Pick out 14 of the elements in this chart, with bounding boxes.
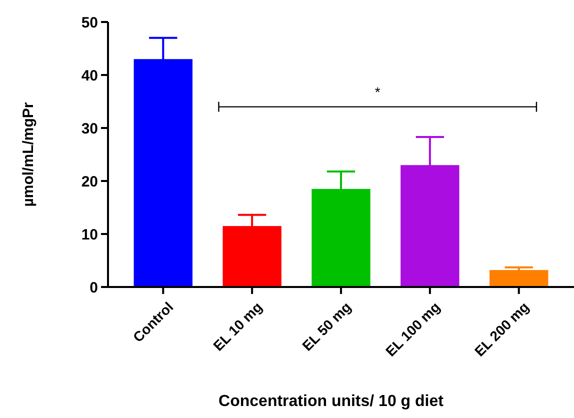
y-tick-label: 30 xyxy=(81,120,98,138)
y-tick-label: 0 xyxy=(90,279,98,296)
x-tick-label: EL 50 mg xyxy=(298,298,354,354)
bar xyxy=(490,270,548,287)
y-axis-title: µmol/mL/mgPr xyxy=(20,102,37,207)
x-tick-label: EL 100 mg xyxy=(382,298,443,360)
y-tick-label: 40 xyxy=(81,67,98,84)
y-tick-label: 10 xyxy=(81,226,98,244)
annotation: * xyxy=(374,84,381,100)
x-axis-title: Concentration units/ 10 g diet xyxy=(218,393,444,410)
y-tick-label: 50 xyxy=(81,14,98,32)
x-tick-label: EL 200 mg xyxy=(471,298,532,360)
y-tick-label: 20 xyxy=(81,173,98,190)
x-tick-label: EL 10 mg xyxy=(210,298,266,354)
